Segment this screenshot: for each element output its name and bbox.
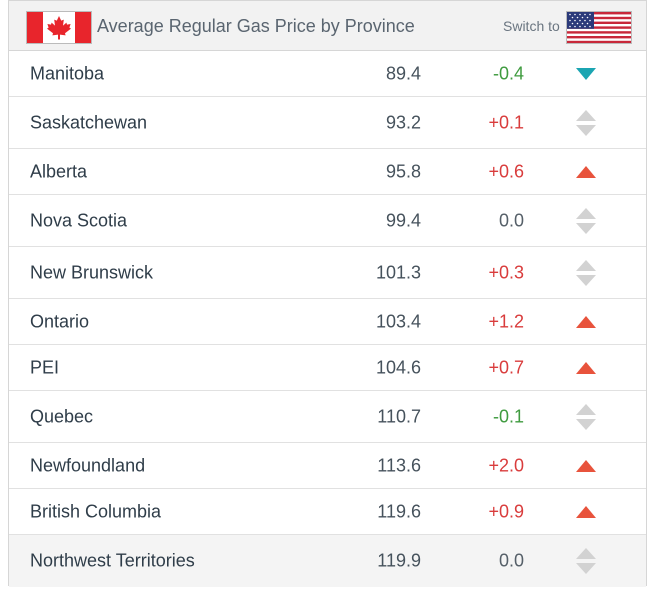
change-value: +1.2 xyxy=(488,311,524,331)
usa-flag-icon[interactable] xyxy=(566,11,632,44)
arrow-up-icon xyxy=(576,548,596,559)
province-name: Ontario xyxy=(30,311,90,331)
province-name: New Brunswick xyxy=(30,262,154,282)
arrow-up-icon xyxy=(576,207,596,219)
trend-indicator-icon xyxy=(576,67,596,80)
province-name: British Columbia xyxy=(30,501,162,521)
change-value: 0.0 xyxy=(498,210,524,230)
price-value: 103.4 xyxy=(375,311,421,331)
province-name: Alberta xyxy=(30,161,88,181)
trend-indicator-icon xyxy=(576,207,596,234)
arrow-up-icon xyxy=(576,459,596,472)
page-title: Average Regular Gas Price by Province xyxy=(97,16,415,36)
table-row: Northwest Territories 119.9 0.0 xyxy=(9,535,646,587)
province-name: Nova Scotia xyxy=(30,210,128,230)
price-value: 119.9 xyxy=(377,550,421,571)
table-row: Quebec 110.7 -0.1 xyxy=(9,391,646,443)
province-table: Manitoba 89.4 -0.4 Saskatchewan 93.2 +0.… xyxy=(9,51,646,587)
arrow-up-icon xyxy=(576,165,596,178)
arrow-down-icon xyxy=(576,222,596,234)
price-value: 99.4 xyxy=(385,210,421,230)
trend-indicator-icon xyxy=(576,315,596,328)
change-value: +0.3 xyxy=(488,262,524,282)
arrow-down-icon xyxy=(576,274,596,286)
change-value: +0.7 xyxy=(488,357,524,377)
price-value: 110.7 xyxy=(377,406,421,426)
trend-indicator-icon xyxy=(576,165,596,178)
change-value: +2.0 xyxy=(488,455,524,475)
change-value: +0.1 xyxy=(488,112,524,132)
gas-price-widget: Average Regular Gas Price by Province Sw… xyxy=(8,0,647,587)
trend-indicator-icon xyxy=(576,259,596,286)
arrow-up-icon xyxy=(576,505,596,518)
widget-header: Average Regular Gas Price by Province Sw… xyxy=(9,1,646,51)
price-value: 104.6 xyxy=(375,357,421,377)
arrow-down-icon xyxy=(576,418,596,430)
price-value: 93.2 xyxy=(385,112,421,132)
province-name: PEI xyxy=(30,357,60,377)
table-row: Saskatchewan 93.2 +0.1 xyxy=(9,97,646,149)
arrow-up-icon xyxy=(576,361,596,374)
arrow-up-icon xyxy=(576,109,596,121)
province-name: Quebec xyxy=(30,406,94,426)
change-value: +0.9 xyxy=(488,501,524,521)
trend-indicator-icon xyxy=(576,403,596,430)
arrow-up-icon xyxy=(576,403,596,415)
trend-indicator-icon xyxy=(576,548,596,574)
price-value: 113.6 xyxy=(377,455,421,475)
trend-indicator-icon xyxy=(576,459,596,472)
table-row: Nova Scotia 99.4 0.0 xyxy=(9,195,646,247)
province-name: Saskatchewan xyxy=(30,112,148,132)
arrow-up-icon xyxy=(576,259,596,271)
arrow-up-icon xyxy=(576,315,596,328)
arrow-down-icon xyxy=(576,563,596,574)
table-row: Newfoundland 113.6 +2.0 xyxy=(9,443,646,489)
table-row: Alberta 95.8 +0.6 xyxy=(9,149,646,195)
change-value: -0.1 xyxy=(492,406,524,426)
table-row: Manitoba 89.4 -0.4 xyxy=(9,51,646,97)
arrow-down-icon xyxy=(576,124,596,136)
change-value: -0.4 xyxy=(492,63,524,83)
switch-to-label[interactable]: Switch to xyxy=(503,18,560,34)
province-name: Northwest Territories xyxy=(30,550,195,571)
arrow-down-icon xyxy=(576,67,596,80)
price-value: 89.4 xyxy=(385,63,421,83)
province-name: Newfoundland xyxy=(30,455,146,475)
trend-indicator-icon xyxy=(576,361,596,374)
canada-flag-icon xyxy=(26,11,92,44)
change-value: +0.6 xyxy=(488,161,524,181)
table-row: Ontario 103.4 +1.2 xyxy=(9,299,646,345)
change-value: 0.0 xyxy=(498,550,524,571)
price-value: 95.8 xyxy=(385,161,421,181)
table-row: PEI 104.6 +0.7 xyxy=(9,345,646,391)
trend-indicator-icon xyxy=(576,505,596,518)
table-row: New Brunswick 101.3 +0.3 xyxy=(9,247,646,299)
province-name: Manitoba xyxy=(30,63,105,83)
trend-indicator-icon xyxy=(576,109,596,136)
price-value: 119.6 xyxy=(377,501,421,521)
table-row: British Columbia 119.6 +0.9 xyxy=(9,489,646,535)
price-value: 101.3 xyxy=(375,262,421,282)
